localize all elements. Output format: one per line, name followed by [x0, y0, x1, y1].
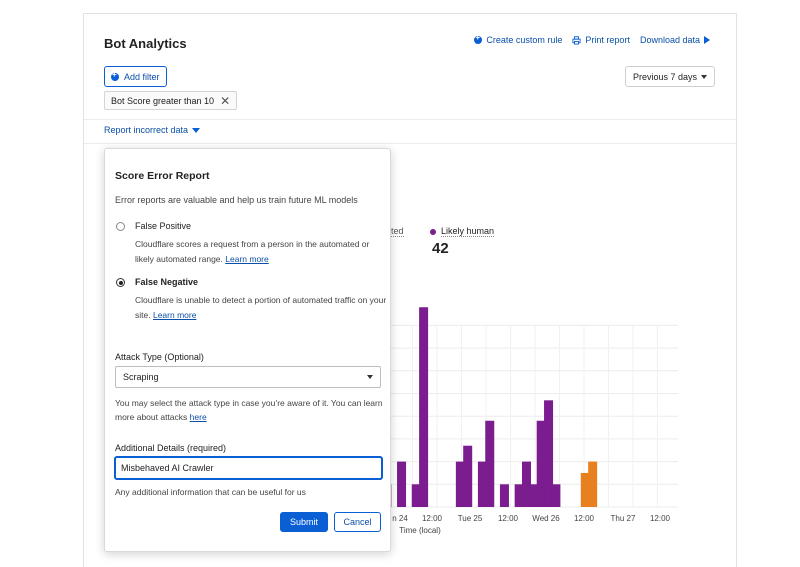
popover-subtitle: Error reports are valuable and help us t… — [115, 195, 358, 205]
likely-human-count: 42 — [432, 240, 449, 257]
false-positive-label: False Positive — [135, 221, 192, 231]
x-tick-label: 12:00 — [574, 514, 595, 523]
bar-likely-human — [419, 307, 429, 507]
report-incorrect-data-link[interactable]: Report incorrect data — [104, 125, 201, 135]
false-negative-learn-more-link[interactable]: Learn more — [152, 310, 197, 320]
x-tick-label: Wed 26 — [532, 514, 560, 523]
filter-chip: Bot Score greater than 10 ✕ — [104, 91, 238, 110]
page-title: Bot Analytics — [104, 36, 187, 51]
time-range-select[interactable]: Previous 7 days — [624, 66, 715, 87]
bar-automated — [580, 472, 590, 507]
download-data-label: Download data — [639, 35, 700, 45]
additional-details-label: Additional Details (required) — [115, 443, 227, 453]
attack-type-help: You may select the attack type in case y… — [115, 396, 387, 424]
x-tick-label: 12:00 — [422, 514, 443, 523]
x-tick-label: 12:00 — [498, 514, 519, 523]
x-tick-label: 12:00 — [650, 514, 671, 523]
bar-likely-human — [455, 461, 465, 507]
time-range-value: Previous 7 days — [632, 71, 697, 82]
x-axis-label: Time (local) — [399, 526, 441, 535]
false-positive-radio[interactable] — [116, 222, 125, 231]
plus-circle-icon — [474, 33, 483, 44]
report-incorrect-data-label: Report incorrect data — [104, 125, 189, 135]
legend-swatch — [430, 228, 436, 235]
caret-right-icon — [704, 36, 710, 44]
caret-down-icon — [192, 127, 201, 133]
add-filter-label: Add filter — [124, 71, 160, 82]
legend-label-clipped: ted — [391, 226, 404, 237]
plus-circle-icon — [111, 70, 119, 81]
bar-likely-human — [485, 420, 495, 507]
attack-type-label: Attack Type (Optional) — [115, 352, 204, 362]
bar-likely-human — [529, 484, 539, 507]
create-custom-rule-label: Create custom rule — [486, 35, 563, 45]
cancel-button[interactable]: Cancel — [334, 512, 381, 532]
download-data-link[interactable]: Download data — [640, 35, 710, 45]
bar-likely-human — [522, 461, 531, 507]
x-tick-label: Thu 27 — [611, 514, 636, 523]
print-report-label: Print report — [585, 35, 630, 45]
submit-button[interactable]: Submit — [280, 512, 328, 532]
false-positive-desc-text: Cloudflare scores a request from a perso… — [135, 239, 370, 264]
bar-likely-human — [499, 484, 509, 507]
additional-details-value: Misbehaved AI Crawler — [121, 463, 214, 473]
bar-likely-human — [463, 445, 473, 507]
legend-likely-human-label: Likely human — [441, 226, 495, 237]
score-error-report-popover: Score Error Report Error reports are val… — [104, 148, 391, 552]
attack-type-help-text: You may select the attack type in case y… — [115, 398, 383, 422]
bar-likely-human — [477, 461, 487, 507]
create-custom-rule-link[interactable]: Create custom rule — [474, 33, 563, 45]
bar-likely-human — [536, 420, 546, 507]
bar-likely-human — [514, 484, 524, 507]
bar-automated — [588, 461, 598, 507]
additional-details-help: Any additional information that can be u… — [115, 487, 306, 497]
filter-chip-label: Bot Score greater than 10 — [111, 95, 215, 106]
header-actions: Create custom rule Print report Download… — [474, 33, 710, 45]
chevron-down-icon — [367, 375, 373, 379]
false-positive-description: Cloudflare scores a request from a perso… — [135, 237, 387, 267]
bar-likely-human — [411, 484, 421, 507]
print-report-link[interactable]: Print report — [572, 35, 630, 45]
false-negative-radio[interactable] — [116, 278, 125, 287]
divider — [84, 143, 736, 144]
legend-likely-human[interactable]: Likely human — [430, 226, 495, 237]
printer-icon — [572, 35, 581, 45]
close-icon[interactable]: ✕ — [220, 93, 231, 108]
popover-title: Score Error Report — [115, 170, 210, 182]
bar-likely-human — [551, 484, 561, 507]
additional-details-input[interactable]: Misbehaved AI Crawler — [114, 456, 383, 480]
bar-likely-human — [397, 461, 407, 507]
attack-learn-more-link[interactable]: here — [189, 412, 207, 422]
bar-likely-human — [544, 400, 554, 507]
x-tick-label: Tue 25 — [458, 514, 483, 523]
chevron-down-icon — [701, 74, 707, 79]
x-tick-label: n 24 — [392, 514, 408, 523]
false-positive-learn-more-link[interactable]: Learn more — [225, 254, 269, 264]
add-filter-button[interactable]: Add filter — [104, 66, 167, 87]
false-negative-description: Cloudflare is unable to detect a portion… — [135, 293, 387, 323]
false-negative-desc-text: Cloudflare is unable to detect a portion… — [135, 295, 387, 320]
attack-type-select[interactable]: Scraping — [115, 366, 381, 388]
divider — [84, 119, 736, 120]
attack-type-value: Scraping — [123, 372, 159, 382]
false-negative-label: False Negative — [135, 277, 199, 287]
